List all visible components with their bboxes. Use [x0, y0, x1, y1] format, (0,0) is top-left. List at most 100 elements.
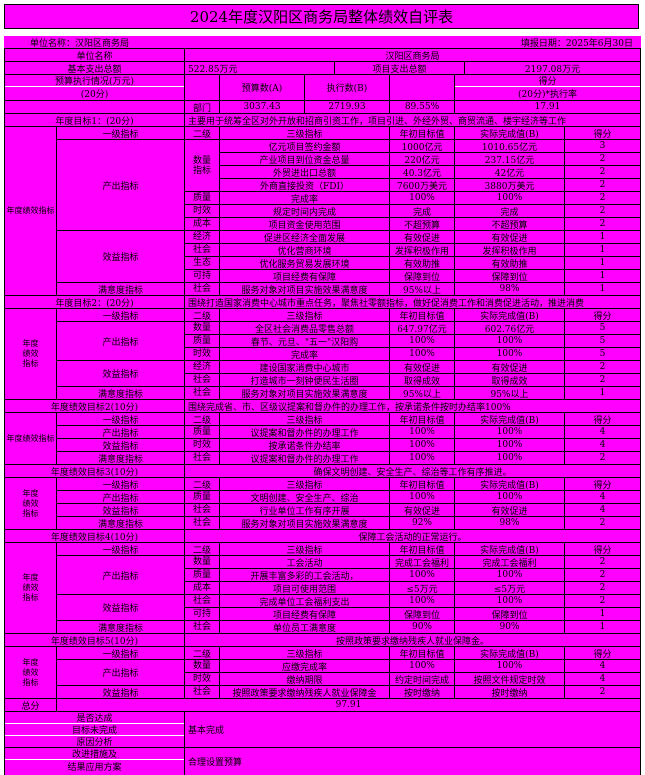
actual-cell: 42亿元	[455, 166, 565, 179]
project-expense-label-cell: 项目支出总额	[335, 62, 465, 74]
actual-cell: 100%	[455, 491, 565, 504]
target-cell: 100%	[390, 426, 455, 439]
lv2-label: 社会	[185, 621, 220, 634]
score-cell: 2	[565, 361, 640, 374]
lv2-label: 社会	[185, 504, 220, 517]
col-header-lv1: 一级指标	[57, 127, 185, 140]
unit-name-value-cell: 汉阳区商务局	[385, 51, 440, 62]
lv2-label: 质量	[185, 491, 220, 504]
lv2-label: 社会	[185, 686, 220, 699]
execution-rate-cell: 89.55%	[390, 101, 455, 113]
section-desc: 按照政策要求缴纳残疾人就业保障金。	[185, 634, 640, 647]
score-cell: 3	[565, 140, 640, 153]
indicator-cell: 全区社会消费品零售总额	[220, 322, 390, 335]
indicator-cell: 项目经费有保障	[220, 270, 390, 283]
col-header-score: 得分	[565, 647, 640, 660]
col-header-lv3: 三级指标	[220, 478, 390, 491]
indicator-cell: 缴纳期限	[220, 673, 390, 686]
section-title: 年度目标2：(20分)	[5, 296, 185, 309]
budget-empty-cell	[185, 75, 220, 100]
lv1-label: 效益指标	[57, 504, 185, 517]
lv1-label: 满意度指标	[57, 452, 185, 465]
project-expense-value-cell: 2197.08万元	[524, 64, 581, 75]
section-desc: 围绕打造国家消费中心城市重点任务，聚焦社零额指标，做好促消费工作和消费促进活动，…	[185, 296, 640, 309]
improvement-label: 改进措施及 结果应用方案	[5, 748, 185, 775]
actual-cell: 100%	[455, 660, 565, 673]
lv1-label: 产出指标	[57, 426, 185, 439]
side-label: 年度绩效指标	[5, 127, 57, 296]
score-cell: 1	[565, 231, 640, 244]
budget-score-cell: 17.91	[534, 102, 561, 112]
actual-cell: 不超预算	[455, 218, 565, 231]
col-header-lv2: 二级	[185, 478, 220, 491]
indicator-cell: 完成单位工会福利支出	[220, 595, 390, 608]
indicator-cell: 优化营商环境	[220, 244, 390, 257]
lv2-label: 时效	[185, 673, 220, 686]
lv1-label: 满意度指标	[57, 621, 185, 634]
col-header-lv2: 二级	[185, 309, 220, 322]
score-cell: 4	[565, 673, 640, 686]
col-header-target: 年初目标值	[390, 413, 455, 426]
actual-cell: 发挥积极作用	[455, 244, 565, 257]
score-cell: 2	[565, 686, 640, 699]
budget-label-cell: 预算执行情况(万元) (20分)	[5, 75, 185, 100]
actual-cell: 完成工会福利	[455, 556, 565, 569]
actual-cell: 100%	[455, 452, 565, 465]
total-value-cell: 97.91	[335, 700, 362, 710]
col-header-target: 年初目标值	[390, 478, 455, 491]
target-cell: 90%	[390, 621, 455, 634]
col-header-actual: 实际完成值(B)	[455, 309, 565, 322]
score-label-line2: (20分)*执行率	[518, 90, 577, 100]
indicator-cell: 行业单位工作有序开展	[220, 504, 390, 517]
budget-b-value-cell: 2719.93	[305, 101, 390, 113]
lv2-label: 生态	[185, 257, 220, 270]
target-cell: 保障到位	[390, 608, 455, 621]
indicator-cell: 按照政策要求缴纳残疾人就业保障金	[220, 686, 390, 699]
target-cell: 95%以上	[390, 283, 455, 296]
score-cell: 2	[565, 452, 640, 465]
target-cell: 有效助推	[390, 257, 455, 270]
col-header-score: 得分	[565, 478, 640, 491]
score-cell: 2	[565, 582, 640, 595]
dept-label-cell: 部门	[185, 101, 220, 113]
section-desc: 保障工会活动的正常运行。	[185, 530, 640, 543]
target-cell: 100%	[390, 348, 455, 361]
target-cell: 220亿元	[390, 153, 455, 166]
target-cell: 发挥积极作用	[390, 244, 455, 257]
rate-empty-cell	[390, 75, 455, 100]
actual-cell: 100%	[455, 335, 565, 348]
actual-cell: 237.15亿元	[455, 153, 565, 166]
goal-sections: 年度目标1：(20分) 主要用于统筹全区对外开放和招商引资工作，项目引进、外经外贸…	[5, 114, 640, 699]
indicator-cell: 项目经费有保障	[220, 608, 390, 621]
indicator-cell: 建设国家消费中心城市	[220, 361, 390, 374]
actual-cell: 有效促进	[455, 504, 565, 517]
indicator-cell: 文明创建、安全生产、综治	[220, 491, 390, 504]
target-cell: ≤5万元	[390, 582, 455, 595]
target-cell: 647.97亿元	[390, 322, 455, 335]
target-cell: 有效促进	[390, 231, 455, 244]
score-cell: 2	[565, 595, 640, 608]
indicator-cell: 按承诺条件办结率	[220, 439, 390, 452]
actual-cell: 98%	[455, 283, 565, 296]
actual-cell: 有效促进	[455, 231, 565, 244]
actual-cell: 100%	[455, 426, 565, 439]
target-cell: 1000亿元	[390, 140, 455, 153]
actual-cell: 1010.65亿元	[455, 140, 565, 153]
basic-expense-value-cell: 522.85万元	[185, 62, 335, 74]
lv2-label: 成本	[185, 218, 220, 231]
lv1-label: 满意度指标	[57, 283, 185, 296]
unit-name-meta: 单位名称：汉阳区商务局	[30, 38, 130, 49]
indicator-cell: 工会活动	[220, 556, 390, 569]
lv1-label: 满意度指标	[57, 517, 185, 530]
lv1-label: 产出指标	[57, 660, 185, 686]
lv2-label: 社会	[185, 595, 220, 608]
score-cell: 2	[565, 205, 640, 218]
score-cell: 2	[565, 374, 640, 387]
actual-cell: 有效促进	[455, 361, 565, 374]
lv1-label: 效益指标	[57, 231, 185, 283]
target-cell: 按时缴纳	[390, 686, 455, 699]
target-cell: 100%	[390, 491, 455, 504]
lv1-label: 产出指标	[57, 556, 185, 595]
report-date-meta: 填报日期：2025年6月30日	[520, 38, 633, 49]
indicator-cell: 外商直接投资（FDI）	[220, 179, 390, 192]
